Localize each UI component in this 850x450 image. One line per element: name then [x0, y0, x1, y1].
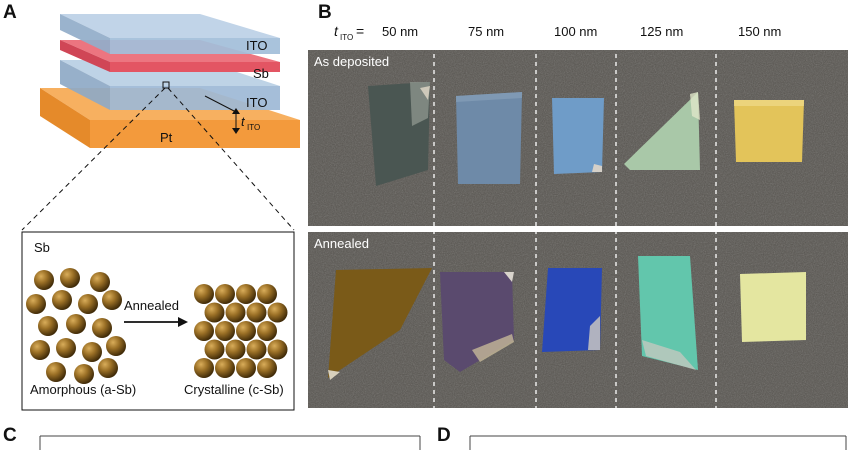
crystalline-sphere: [236, 321, 256, 341]
column-label-100nm: 100 nm: [554, 24, 597, 39]
amorphous-sphere: [52, 290, 72, 310]
crystalline-sphere: [267, 339, 288, 360]
crystalline-sphere: [267, 302, 288, 323]
panel-letter-c: C: [3, 425, 17, 446]
sample-annealed-125nm: [638, 256, 698, 370]
column-label-150nm: 150 nm: [738, 24, 781, 39]
amorphous-sphere: [56, 338, 76, 358]
crystalline-sphere: [204, 302, 225, 323]
column-label-75nm: 75 nm: [468, 24, 504, 39]
zoom-line-right: [167, 87, 295, 231]
amorphous-sphere: [66, 314, 86, 334]
row-label-annealed: Annealed: [314, 236, 369, 251]
zoom-line-left: [21, 87, 166, 231]
panel-d-frame: [469, 435, 847, 450]
crystalline-sphere: [257, 284, 277, 304]
panel-letter-a: A: [3, 2, 17, 23]
row-label-deposited: As deposited: [314, 54, 389, 69]
amorphous-sphere: [82, 342, 102, 362]
sample-deposited-75nm: [456, 92, 522, 184]
label-sb: Sb: [253, 66, 269, 81]
amorphous-sphere: [98, 358, 118, 378]
crystalline-sphere: [246, 339, 267, 360]
annealed-arrow-head: [178, 317, 188, 327]
zoom-marker: [162, 81, 170, 89]
panel-letter-b: B: [318, 2, 332, 23]
crystalline-sphere: [236, 284, 256, 304]
amorphous-sphere: [38, 316, 58, 336]
crystalline-sphere: [225, 339, 246, 360]
crystalline-sphere: [215, 358, 235, 378]
amorphous-sphere: [30, 340, 50, 360]
inset-right-caption: Crystalline (c-Sb): [184, 382, 284, 397]
crystalline-sphere: [204, 339, 225, 360]
sample-annealed-75nm: [440, 272, 514, 372]
amorphous-sphere: [26, 294, 46, 314]
crystalline-sphere: [215, 284, 235, 304]
amorphous-sphere: [102, 290, 122, 310]
header-equals: =: [356, 23, 364, 39]
amorphous-sphere: [74, 364, 94, 384]
sample-annealed-150nm: [740, 272, 806, 342]
thickness-arrow: [204, 95, 240, 134]
crystalline-sphere: [194, 284, 214, 304]
label-ito-top: ITO: [246, 38, 267, 53]
inset-title: Sb: [34, 240, 50, 255]
amorphous-sphere: [90, 272, 110, 292]
panel-letter-d: D: [437, 425, 451, 446]
amorphous-sphere: [78, 294, 98, 314]
amorphous-sphere: [46, 362, 66, 382]
amorphous-sphere: [60, 268, 80, 288]
crystalline-sphere: [215, 321, 235, 341]
amorphous-spheres: [26, 268, 126, 384]
sample-deposited-50nm: [368, 82, 430, 186]
crystalline-sphere: [257, 358, 277, 378]
crystalline-sphere: [194, 358, 214, 378]
sample-deposited-150nm: [734, 100, 804, 162]
label-pt: Pt: [160, 130, 173, 145]
label-ito-bottom: ITO: [246, 95, 267, 110]
sample-annealed-100nm: [542, 268, 602, 352]
label-thickness-subscript: ITO: [247, 123, 260, 132]
sample-deposited-100nm: [552, 98, 604, 174]
sample-deposited-125nm: [624, 92, 700, 170]
column-label-125nm: 125 nm: [640, 24, 683, 39]
amorphous-sphere: [92, 318, 112, 338]
crystalline-sphere: [194, 321, 214, 341]
header-symbol: t: [334, 23, 339, 39]
panel-c-frame: [39, 435, 421, 450]
header-subscript: ITO: [340, 33, 353, 42]
sample-annealed-50nm: [328, 268, 432, 380]
crystalline-spheres: [194, 284, 288, 378]
photo-panel: [308, 46, 848, 410]
crystalline-sphere: [236, 358, 256, 378]
inset-arrow-label: Annealed: [124, 298, 179, 313]
crystalline-sphere: [225, 302, 246, 323]
column-label-50nm: 50 nm: [382, 24, 418, 39]
label-thickness-symbol: t: [241, 114, 246, 129]
ito-top-layer: [60, 14, 280, 54]
crystalline-sphere: [246, 302, 267, 323]
inset-left-caption: Amorphous (a-Sb): [30, 382, 136, 397]
crystalline-sphere: [257, 321, 277, 341]
amorphous-sphere: [34, 270, 54, 290]
layer-stack: [21, 14, 300, 231]
amorphous-sphere: [106, 336, 126, 356]
